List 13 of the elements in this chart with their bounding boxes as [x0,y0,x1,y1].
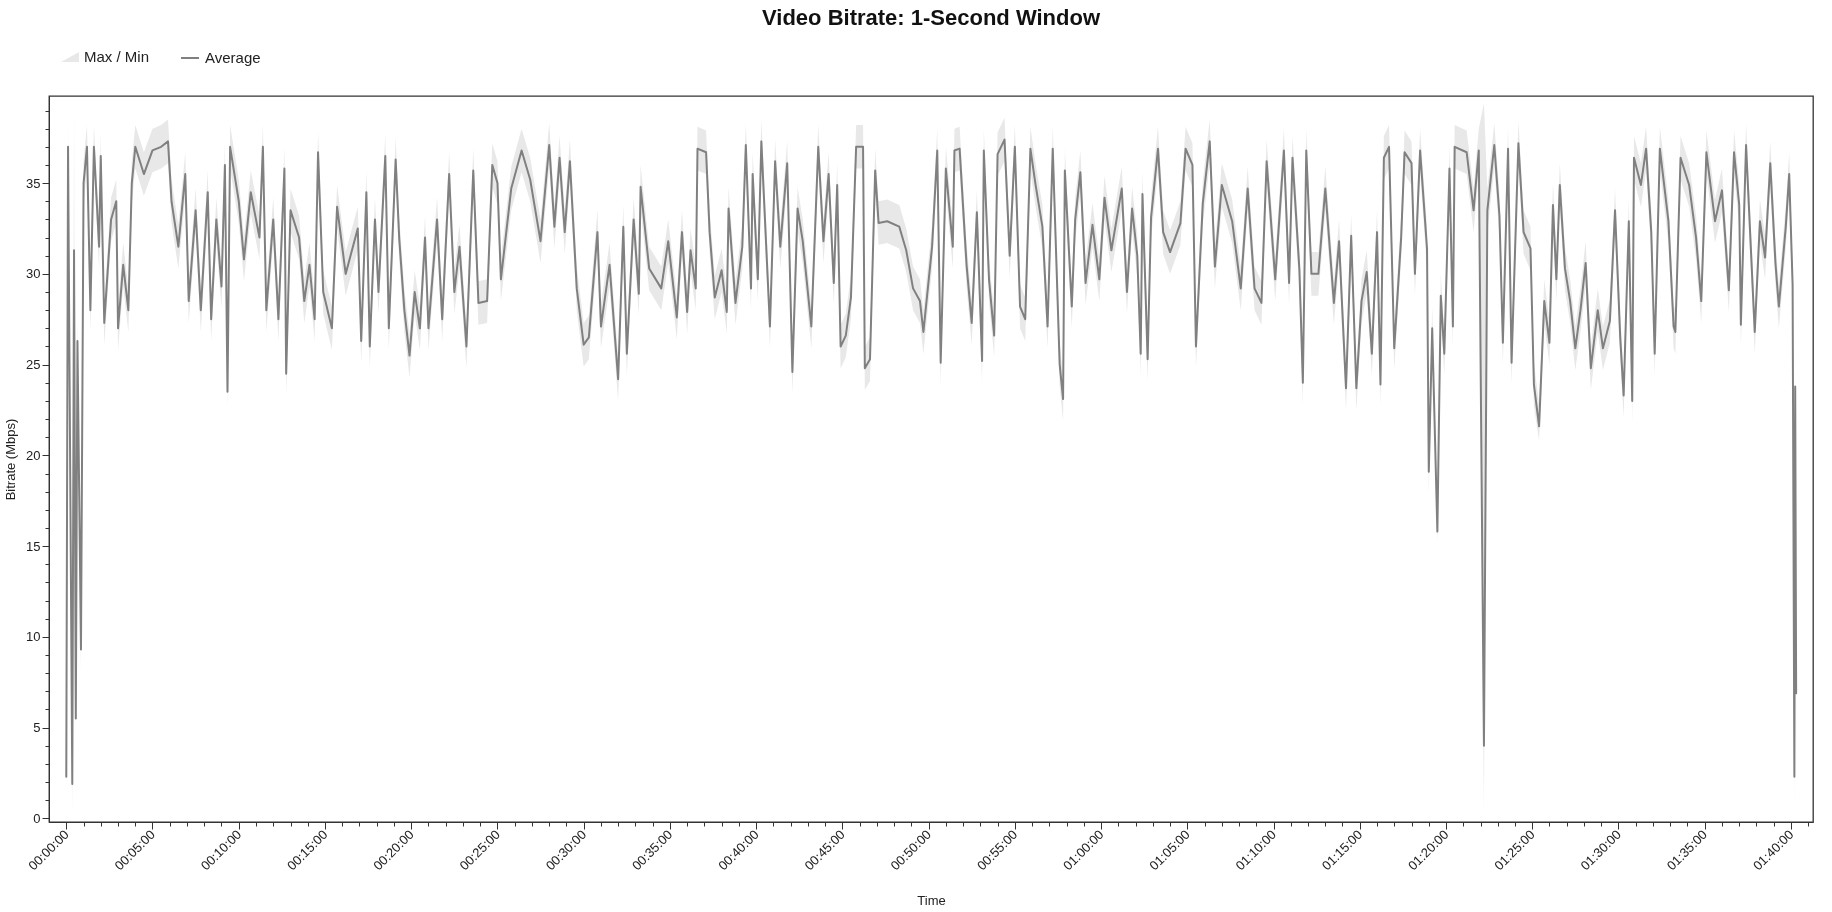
chart-title: Video Bitrate: 1-Second Window [762,5,1101,30]
legend-label: Max / Min [84,48,150,65]
y-tick-label: 30 [26,266,41,282]
y-tick-label: 15 [26,538,41,554]
y-tick-label: 35 [26,175,41,191]
y-tick-label: 5 [33,720,41,736]
y-tick-label: 10 [26,629,41,645]
y-tick-label: 25 [26,357,41,373]
y-tick-label: 20 [26,447,41,463]
y-axis-title: Bitrate (Mbps) [3,418,19,501]
y-tick-label: 0 [33,810,41,826]
legend-label: Average [205,49,261,66]
x-axis-title: Time [917,893,946,909]
